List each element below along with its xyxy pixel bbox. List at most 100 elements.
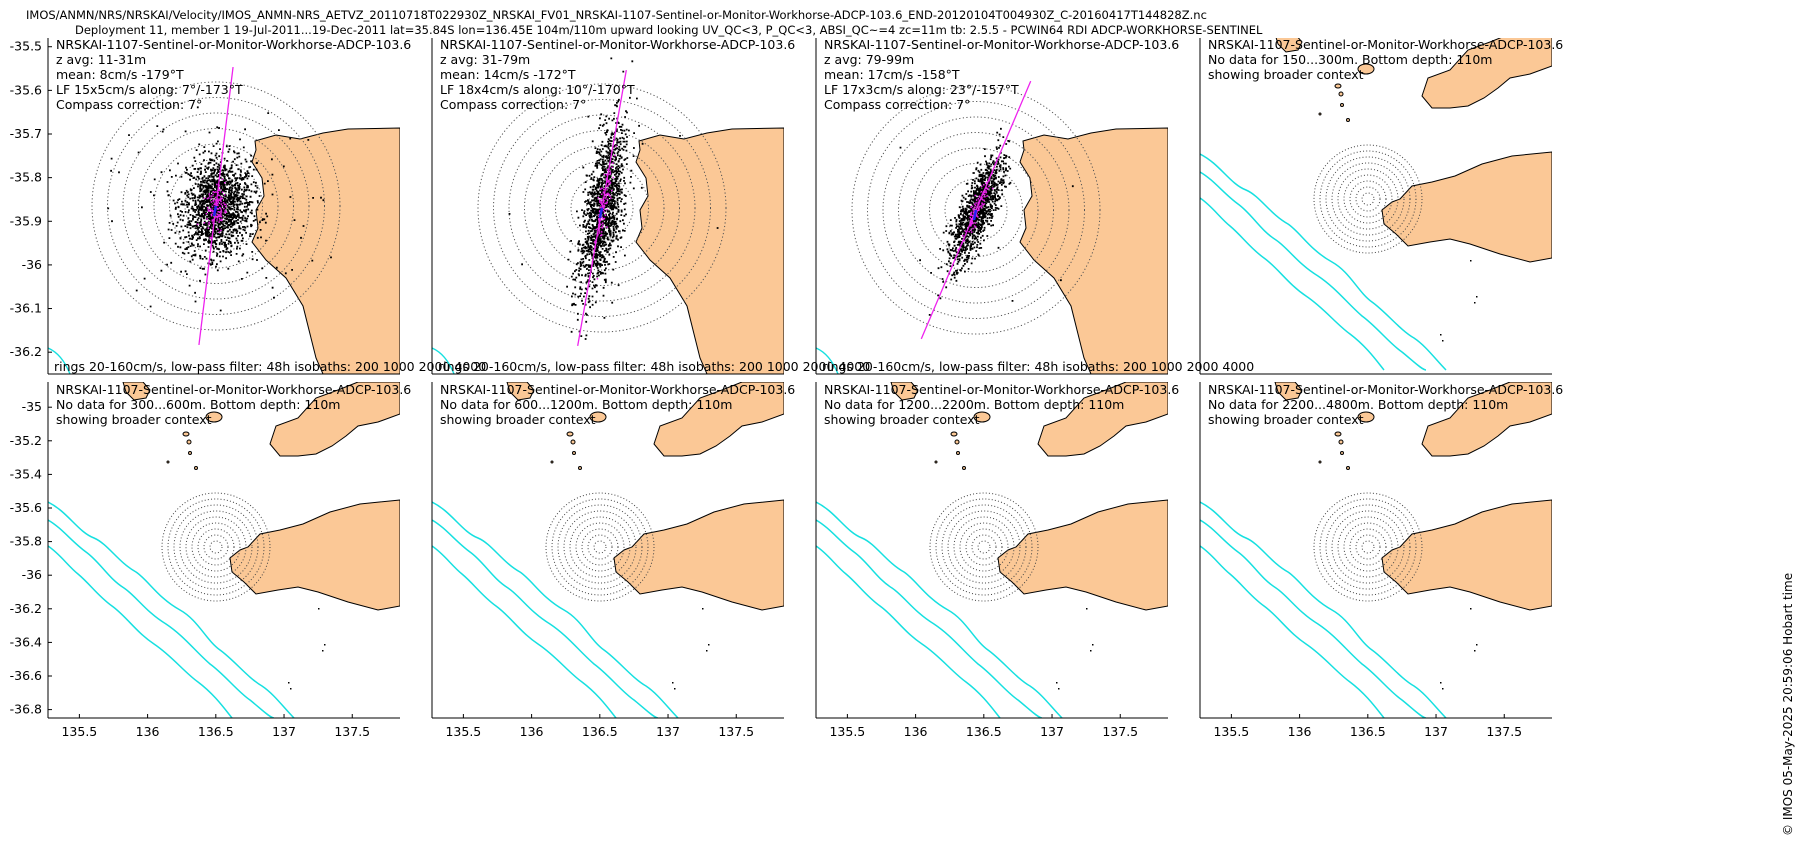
y-tick-label: -35.7 — [10, 126, 42, 141]
y-tick-label: -36.1 — [10, 301, 42, 316]
speed-ring — [941, 504, 1027, 590]
kangaroo-island-land — [1381, 151, 1552, 263]
isobath-line — [1200, 501, 1447, 718]
isobath-line — [48, 519, 275, 718]
isobath-line — [816, 347, 839, 374]
panel-info-line: No data for 2200...4800m. Bottom depth: … — [1208, 397, 1508, 412]
y-tick-label: -36.6 — [10, 668, 42, 683]
rock-dot — [1474, 302, 1476, 304]
small-island — [950, 431, 958, 437]
isobath-line — [432, 501, 679, 718]
rock-dot — [1476, 296, 1478, 298]
mean-current-vector — [972, 209, 978, 221]
speed-ring — [1313, 492, 1423, 602]
y-tick-label: -35.6 — [10, 82, 42, 97]
speed-ring — [898, 132, 1054, 288]
panel-title: NRSKAI-1107-Sentinel-or-Monitor-Workhors… — [1208, 37, 1563, 52]
isobath-line — [48, 347, 71, 374]
speed-ring — [581, 528, 619, 566]
speed-ring — [959, 522, 1009, 572]
current-velocity-scatter — [899, 127, 1074, 316]
kangaroo-island-land — [613, 499, 784, 611]
mainland-land — [653, 382, 784, 457]
speed-ring — [1349, 528, 1387, 566]
panel-row2-col2: NRSKAI-1107-Sentinel-or-Monitor-Workhors… — [431, 382, 795, 719]
panel-row1-col2: NRSKAI-1107-Sentinel-or-Monitor-Workhors… — [431, 37, 870, 375]
isobath-line — [1200, 153, 1447, 371]
small-island — [570, 439, 576, 445]
isobath-line — [1200, 545, 1385, 718]
panel-info-line: showing broader context — [824, 412, 980, 427]
rings-footer: rings 20-160cm/s, low-pass filter: 48h i… — [54, 359, 486, 374]
panel-info-line: mean: 8cm/s -179°T — [56, 67, 184, 82]
small-island — [194, 466, 198, 470]
speed-ring — [185, 516, 247, 578]
speed-ring — [1331, 510, 1405, 584]
speed-ring — [1325, 504, 1411, 590]
rock-dot — [708, 644, 710, 646]
isobath-line — [432, 519, 659, 718]
low-pass-scatter — [196, 178, 227, 239]
small-island — [1357, 63, 1375, 75]
small-landmass — [506, 382, 535, 401]
panel-title: NRSKAI-1107-Sentinel-or-Monitor-Workhors… — [440, 37, 795, 52]
panel-row2-col1: NRSKAI-1107-Sentinel-or-Monitor-Workhors… — [47, 382, 411, 719]
speed-ring — [929, 163, 1023, 257]
kangaroo-island-land — [997, 499, 1168, 611]
isobath-line — [48, 545, 233, 718]
copyright-label: © IMOS 05-May-2025 20:59:06 Hobart time — [1781, 572, 1795, 836]
speed-ring — [179, 510, 253, 584]
land-shape — [635, 127, 784, 374]
panel-info-line: showing broader context — [56, 412, 212, 427]
speed-ring — [1343, 174, 1393, 224]
speed-ring — [477, 83, 727, 333]
panel-title: NRSKAI-1107-Sentinel-or-Monitor-Workhors… — [56, 382, 411, 397]
speed-ring — [107, 97, 325, 315]
rock-dot — [1476, 644, 1478, 646]
speed-ring — [1337, 516, 1399, 578]
x-tick-label: 135.5 — [61, 724, 97, 739]
y-tick-label: -36.2 — [10, 344, 42, 359]
x-tick-label: 137.5 — [1486, 724, 1522, 739]
isobath-line — [1200, 519, 1427, 718]
panel-plot-area — [48, 66, 400, 374]
panel-info-line: LF 17x3cm/s along: 23°/-157°T — [824, 82, 1019, 97]
x-tick-label: 136.5 — [582, 724, 618, 739]
x-tick-label: 137 — [656, 724, 680, 739]
panel-info-line: showing broader context — [1208, 67, 1364, 82]
speed-ring — [1325, 156, 1411, 242]
speed-ring — [593, 540, 607, 554]
speed-ring — [563, 510, 637, 584]
y-tick-label: -35.5 — [10, 39, 42, 54]
speed-ring — [1313, 144, 1423, 254]
speed-ring — [161, 492, 271, 602]
rock-dot — [1086, 608, 1088, 610]
rock-dot — [1440, 334, 1442, 336]
panel-info-line: No data for 300...600m. Bottom depth: 11… — [56, 397, 340, 412]
rock-dot — [674, 688, 676, 690]
speed-ring — [944, 178, 1008, 242]
panel-info-line: z avg: 79-99m — [824, 52, 914, 67]
rock-dot — [290, 688, 292, 690]
isobath-line — [1200, 197, 1385, 371]
speed-ring — [1319, 150, 1417, 248]
x-tick-label: 136.5 — [966, 724, 1002, 739]
small-island — [1338, 439, 1344, 445]
small-island — [1340, 103, 1344, 107]
y-tick-label: -36 — [22, 567, 42, 582]
speed-ring — [1361, 540, 1375, 554]
small-island — [1346, 466, 1350, 470]
panel-info-line: Compass correction: 7° — [440, 97, 586, 112]
small-island — [589, 411, 607, 423]
x-tick-label: 135.5 — [445, 724, 481, 739]
panel-row1-col4: NRSKAI-1107-Sentinel-or-Monitor-Workhors… — [1199, 37, 1563, 375]
speed-ring — [557, 504, 643, 590]
speed-ring — [953, 516, 1015, 578]
speed-ring — [570, 176, 634, 240]
small-island — [572, 451, 576, 455]
panel-info-line: No data for 150...300m. Bottom depth: 11… — [1208, 52, 1492, 67]
speed-ring — [965, 528, 1003, 566]
isobath-line — [1200, 171, 1427, 371]
isobath-line — [816, 545, 1001, 718]
small-island — [1357, 411, 1375, 423]
